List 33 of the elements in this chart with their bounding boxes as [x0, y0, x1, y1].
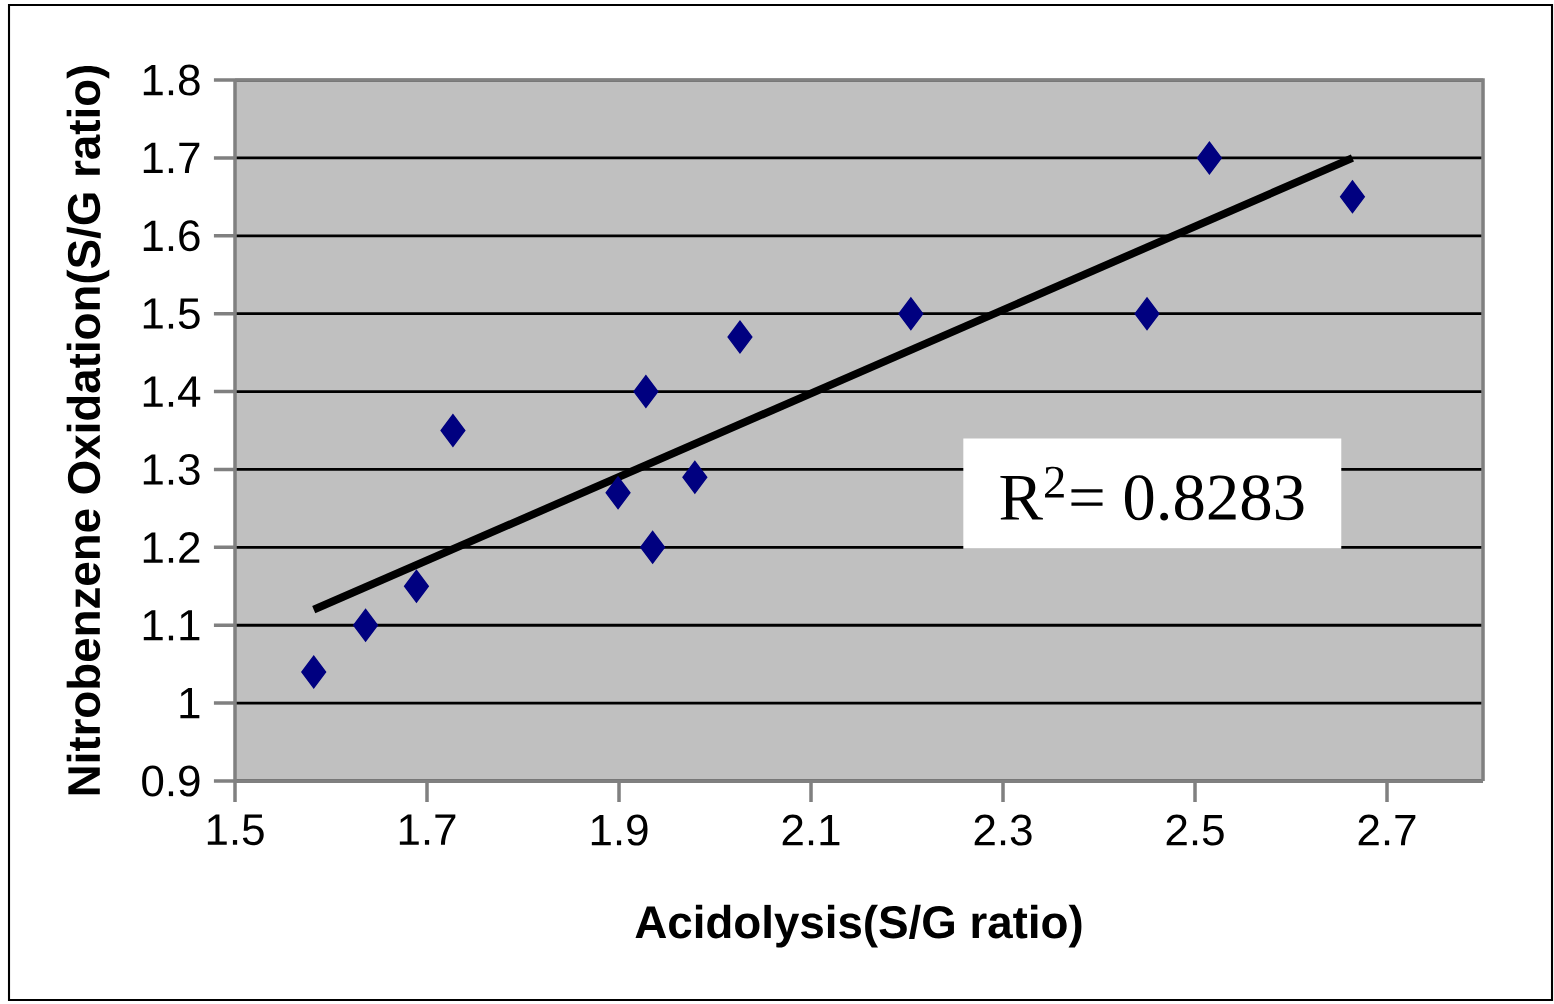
- point: [1134, 297, 1160, 331]
- x-tick-label: 2.1: [782, 814, 840, 846]
- y-tick-label: 1.3: [143, 453, 200, 486]
- point: [353, 608, 379, 642]
- point: [301, 655, 327, 689]
- y-tick-label: 1.8: [143, 64, 200, 96]
- x-tick-label: 1.5: [207, 814, 264, 846]
- point: [403, 569, 430, 603]
- y-tick-label: 1.4: [143, 376, 201, 407]
- y-tick-label: 1.1: [143, 610, 200, 641]
- annotation: R$^{2}$= 0.8283: [1000, 466, 1304, 521]
- point: [898, 297, 924, 331]
- x-tick-label: 1.7: [399, 814, 456, 845]
- y-tick-label: 0.9: [142, 765, 200, 797]
- point: [1339, 180, 1366, 214]
- y-tick-label: 1.7: [143, 142, 200, 174]
- point: [727, 320, 753, 354]
- y-tick-label: 1.2: [143, 532, 200, 563]
- y-tick-label: 1: [180, 688, 200, 719]
- point: [633, 375, 659, 409]
- x-tick-label: 2.3: [974, 814, 1032, 846]
- x-tick-label: 2.5: [1166, 814, 1224, 846]
- x-tick-label: 1.9: [591, 814, 648, 846]
- point: [1196, 141, 1222, 175]
- y-axis-title: Nitrobenzene Oxidation(S/G ratio): [66, 65, 110, 795]
- point: [605, 476, 631, 510]
- x-axis-title: Acidolysis(S/G ratio): [635, 904, 1082, 948]
- point: [682, 460, 708, 494]
- y-tick-label: 1.5: [143, 298, 200, 330]
- y-tick-label: 1.6: [143, 220, 200, 252]
- point: [640, 530, 666, 564]
- point: [440, 413, 466, 448]
- x-tick-label: 2.7: [1358, 814, 1416, 846]
